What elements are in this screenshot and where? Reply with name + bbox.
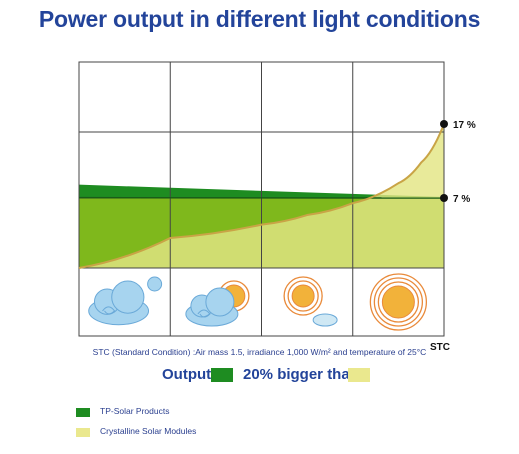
- sun-small-cloud-icon: [283, 276, 323, 316]
- cloud-part: [205, 287, 235, 317]
- sun-core: [381, 285, 415, 319]
- bigger-label: 20% bigger than: [243, 366, 359, 383]
- cloud-part: [111, 280, 145, 314]
- legend-swatch-tp-solar: [76, 408, 90, 417]
- weather-icons: [88, 273, 428, 331]
- sun-ring: [283, 276, 323, 316]
- output-comparison: Output 20% bigger than: [0, 364, 519, 386]
- sun-icon: [369, 273, 428, 331]
- cloud-icon: [88, 280, 150, 326]
- chart-marks: 17 % 7 %: [78, 120, 476, 269]
- stc-note: STC (Standard Condition) :Air mass 1.5, …: [92, 347, 427, 357]
- stc-label: STC: [430, 342, 450, 353]
- crystalline-line: [78, 123, 445, 269]
- annotation-point: [440, 120, 448, 128]
- chart-title: Power output in different light conditio…: [38, 6, 481, 32]
- output-label: Output: [162, 366, 212, 383]
- legend-label-tp-solar: TP-Solar Products: [100, 406, 170, 416]
- output-swatch: [211, 368, 233, 382]
- sun-core: [291, 284, 315, 308]
- cloud-sun-icon: [185, 287, 239, 327]
- cloud-swirl: [197, 309, 211, 318]
- annotation-point: [440, 194, 448, 202]
- legend-label-crystalline: Crystalline Solar Modules: [100, 426, 197, 436]
- legend-swatch-crystalline: [76, 428, 90, 437]
- sun-ring: [369, 273, 428, 331]
- sun-ring: [287, 280, 319, 312]
- small-cloud-icon: [312, 313, 338, 327]
- annotation-label: 7 %: [453, 194, 470, 205]
- small-cloud-icon: [147, 276, 163, 292]
- sun-ring: [373, 277, 424, 327]
- annotation-label: 17 %: [453, 120, 476, 131]
- cloud-swirl: [102, 306, 116, 315]
- bigger-swatch: [348, 368, 370, 382]
- sun-ring: [377, 281, 420, 323]
